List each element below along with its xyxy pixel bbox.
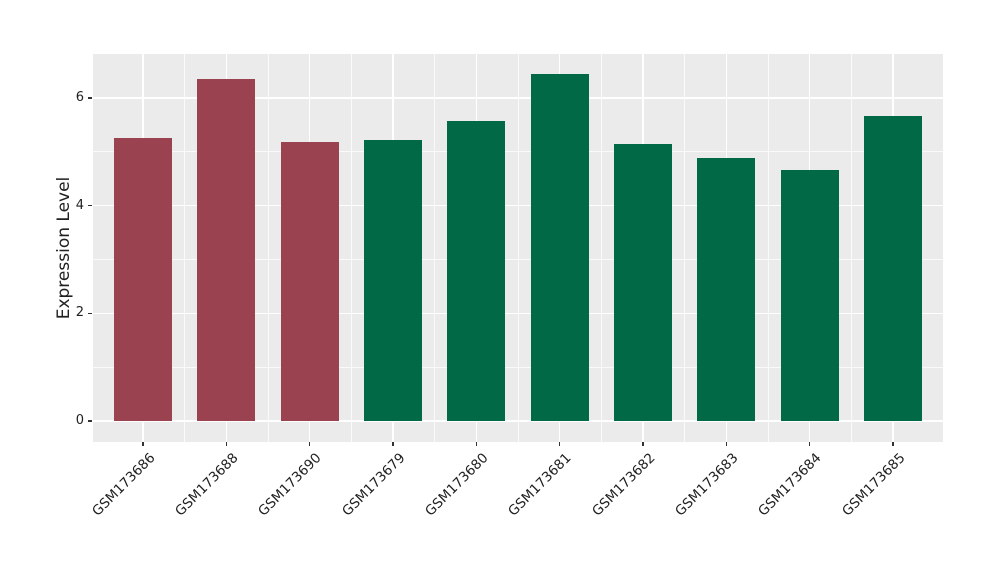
x-axis-tick (225, 442, 227, 446)
x-axis-tick (809, 442, 811, 446)
bar-GSM173680 (447, 121, 506, 421)
bar-GSM173679 (363, 140, 422, 421)
gridline-minor-x (517, 54, 519, 442)
gridline-major-y (93, 204, 943, 207)
gridline-major-y (93, 312, 943, 315)
gridline-major-y (93, 420, 943, 422)
bar-GSM173683 (697, 157, 756, 421)
x-tick-label: GSM173681 (505, 450, 575, 520)
x-tick-label: GSM173680 (422, 450, 492, 520)
x-tick-label: GSM173684 (755, 450, 825, 520)
bar-GSM173690 (280, 142, 339, 421)
bar-GSM173682 (613, 143, 672, 421)
gridline-minor-x (434, 54, 436, 442)
y-axis-tick (88, 205, 92, 207)
bar-GSM173688 (197, 79, 256, 421)
gridline-minor-x (350, 54, 352, 442)
bar-GSM173681 (530, 73, 589, 421)
x-axis-tick (475, 442, 477, 446)
x-axis-tick (142, 442, 144, 446)
gridline-major-y (93, 97, 943, 99)
y-tick-label: 4 (75, 197, 84, 213)
y-axis-tick (88, 420, 92, 422)
y-axis-title: Expression Level (54, 176, 74, 320)
bar-GSM173684 (780, 170, 839, 421)
y-axis-tick (88, 312, 92, 314)
x-tick-label: GSM173685 (838, 450, 909, 520)
gridline-minor-x (767, 54, 769, 442)
y-tick-label: 6 (75, 90, 84, 106)
y-tick-label: 2 (75, 305, 84, 321)
x-axis-tick (392, 442, 394, 446)
x-tick-label: GSM173679 (338, 450, 409, 520)
y-axis-tick (88, 97, 92, 99)
x-tick-label: GSM173686 (88, 450, 159, 520)
gridline-minor-x (267, 54, 269, 442)
gridline-minor-x (600, 54, 602, 442)
x-tick-label: GSM173683 (672, 450, 742, 520)
plot-panel (93, 54, 943, 442)
gridline-minor-x (184, 54, 186, 442)
gridline-minor-x (684, 54, 686, 442)
bar-GSM173685 (863, 115, 922, 421)
x-tick-label: GSM173682 (588, 450, 659, 520)
x-axis-tick (309, 442, 311, 446)
x-tick-label: GSM173688 (172, 450, 242, 520)
x-axis-tick (559, 442, 561, 446)
x-axis-tick (892, 442, 894, 446)
y-tick-label: 0 (75, 413, 84, 428)
x-tick-label: GSM173690 (255, 450, 325, 520)
x-axis-tick (642, 442, 644, 446)
gridline-minor-x (850, 54, 852, 442)
bar-GSM173686 (114, 137, 172, 421)
x-axis-tick (725, 442, 727, 446)
